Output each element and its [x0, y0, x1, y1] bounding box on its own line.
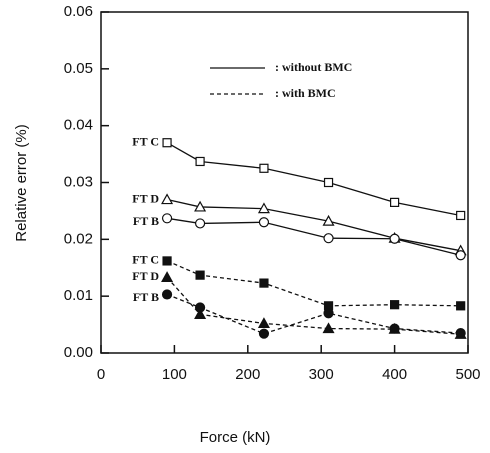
y-tick-label: 0.04 [64, 117, 93, 134]
series-label: FT B [133, 290, 159, 304]
marker [259, 278, 269, 288]
marker [455, 328, 466, 339]
marker [390, 197, 400, 207]
marker [389, 233, 400, 244]
marker [194, 200, 207, 212]
marker [161, 213, 173, 224]
x-tick-label: 500 [455, 366, 480, 383]
x-tick-label: 400 [382, 366, 407, 383]
marker [257, 202, 270, 214]
marker [455, 250, 466, 261]
series-line [166, 293, 461, 335]
x-tick-label: 100 [162, 366, 187, 383]
marker [322, 322, 335, 334]
y-axis-label: Relative error (%) [13, 124, 30, 242]
marker [323, 233, 334, 244]
marker [390, 300, 400, 310]
series-label: FT D [132, 269, 159, 283]
legend-label: : without BMC [275, 60, 352, 74]
marker [456, 301, 466, 311]
x-tick-label: 200 [235, 366, 260, 383]
marker [195, 156, 205, 167]
series-label: FT C [132, 253, 159, 267]
marker [322, 214, 335, 226]
marker [161, 289, 173, 300]
series-line [166, 198, 461, 252]
marker [194, 308, 207, 319]
series-line [166, 260, 461, 307]
marker [161, 271, 174, 283]
y-tick-label: 0.00 [64, 344, 93, 361]
y-tick-label: 0.03 [64, 173, 93, 190]
marker [323, 177, 334, 188]
x-tick-label: 0 [97, 366, 105, 383]
series-line [166, 142, 461, 217]
series-label: FT D [132, 191, 159, 205]
marker [323, 308, 334, 319]
x-axis-label: Force (kN) [200, 429, 271, 446]
marker [194, 218, 206, 229]
y-tick-label: 0.06 [64, 3, 93, 20]
marker [194, 302, 206, 313]
marker [162, 256, 172, 266]
marker [257, 317, 270, 329]
marker [162, 138, 172, 148]
y-tick-label: 0.01 [64, 287, 93, 304]
marker [161, 193, 174, 205]
marker [456, 210, 466, 221]
marker [259, 163, 269, 173]
series-label: FT B [133, 214, 159, 228]
y-tick-label: 0.02 [64, 230, 93, 247]
legend-label: : with BMC [275, 86, 336, 100]
series-label: FT C [132, 134, 159, 148]
marker [195, 270, 205, 280]
marker [258, 328, 270, 339]
series-line [166, 276, 461, 335]
series-line [166, 217, 461, 256]
marker [389, 323, 400, 334]
marker [258, 217, 270, 228]
x-tick-label: 300 [309, 366, 334, 383]
y-tick-label: 0.05 [64, 60, 93, 77]
